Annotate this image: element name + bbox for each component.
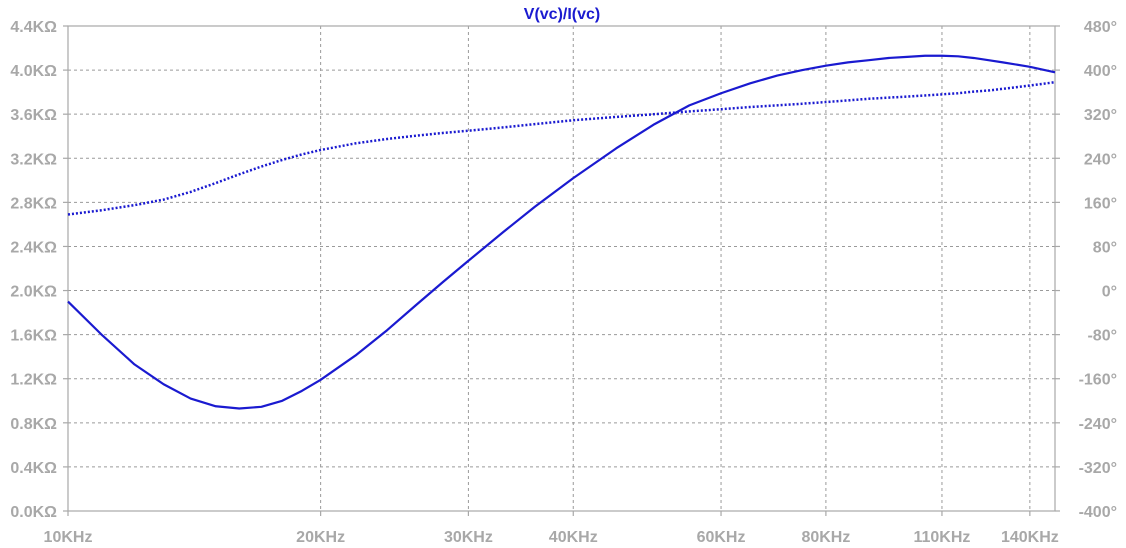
y2-tick-label: 320° xyxy=(1084,107,1117,124)
x-tick-label: 40KHz xyxy=(549,529,598,546)
grid xyxy=(68,26,1055,511)
tick-marks xyxy=(63,25,1060,516)
y2-tick-label: 480° xyxy=(1084,19,1117,36)
y-tick-label: 1.2KΩ xyxy=(10,372,57,389)
y-tick-label: 2.8KΩ xyxy=(10,195,57,212)
y-tick-label: 0.0KΩ xyxy=(10,504,57,521)
chart-title: V(vc)/I(vc) xyxy=(524,6,600,23)
x-tick-label: 110KHz xyxy=(913,529,970,546)
y-tick-label: 3.2KΩ xyxy=(10,151,57,168)
y-tick-label: 3.6KΩ xyxy=(10,107,57,124)
y-tick-label: 0.8KΩ xyxy=(10,416,57,433)
y2-tick-label: 240° xyxy=(1084,151,1117,168)
phase-series-line xyxy=(67,80,1056,216)
x-tick-label: 80KHz xyxy=(801,529,850,546)
y-tick-label: 4.4KΩ xyxy=(10,19,57,36)
y-tick-label: 1.6KΩ xyxy=(10,328,57,345)
y2-tick-label: -320° xyxy=(1079,460,1117,477)
plot-frame xyxy=(67,25,1056,512)
series-layer xyxy=(67,54,1056,410)
x-tick-label: 60KHz xyxy=(697,529,746,546)
y2-tick-label: -240° xyxy=(1079,416,1117,433)
y2-tick-label: -160° xyxy=(1079,372,1117,389)
x-tick-label: 20KHz xyxy=(296,529,345,546)
y2-tick-label: -80° xyxy=(1087,328,1117,345)
x-tick-label: 10KHz xyxy=(44,529,93,546)
x-tick-label: 30KHz xyxy=(444,529,493,546)
y-tick-label: 4.0KΩ xyxy=(10,63,57,80)
y2-tick-label: -400° xyxy=(1079,504,1117,521)
y-tick-label: 2.0KΩ xyxy=(10,284,57,301)
y2-tick-label: 80° xyxy=(1093,239,1117,256)
x-tick-label: 140KHz xyxy=(1001,529,1059,546)
y-tick-label: 0.4KΩ xyxy=(10,460,57,477)
y-tick-label: 2.4KΩ xyxy=(10,239,57,256)
y2-tick-label: 400° xyxy=(1084,63,1117,80)
tick-labels: 10KHz 20KHz 30KHz 40KHz 60KHz 80KHz 110KHz 140K… xyxy=(10,19,1117,546)
y2-tick-label: 0° xyxy=(1102,284,1117,301)
y2-tick-label: 160° xyxy=(1084,195,1117,212)
magnitude-series-line xyxy=(67,54,1056,410)
